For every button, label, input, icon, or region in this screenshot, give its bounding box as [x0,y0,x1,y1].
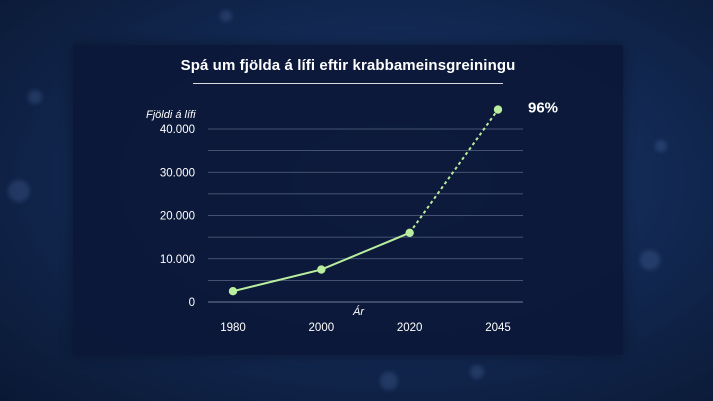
line-chart: Fjöldi á lífi Ár 0 10.000 20.000 30.000 40.0… [146,100,558,334]
y-axis-title: Fjöldi á lífi [146,109,196,121]
series-line-actual [232,231,411,293]
y-tick-label: 20.000 [160,211,195,223]
chart-panel: Spá um fjölda á lífi eftir krabbameinsgr… [73,45,623,355]
data-point [493,105,503,114]
x-tick-label: 2045 [485,322,511,334]
y-tick-label: 30.000 [160,167,195,179]
chart-title: Spá um fjölda á lífi eftir krabbameinsgr… [180,57,516,74]
y-tick-label: 0 [189,297,195,309]
data-point [228,286,238,296]
x-axis-title: Ár [352,305,365,318]
series-line-projection [408,108,499,234]
title-underline [193,83,503,84]
data-point [317,265,326,274]
x-tick-label: 1980 [220,322,246,334]
y-tick-label: 40.000 [160,124,195,136]
data-point [405,228,414,237]
y-tick-label: 10.000 [160,254,195,266]
x-tick-label: 2000 [309,322,335,334]
percent-annotation: 96% [528,100,558,117]
x-tick-label: 2020 [397,322,423,334]
